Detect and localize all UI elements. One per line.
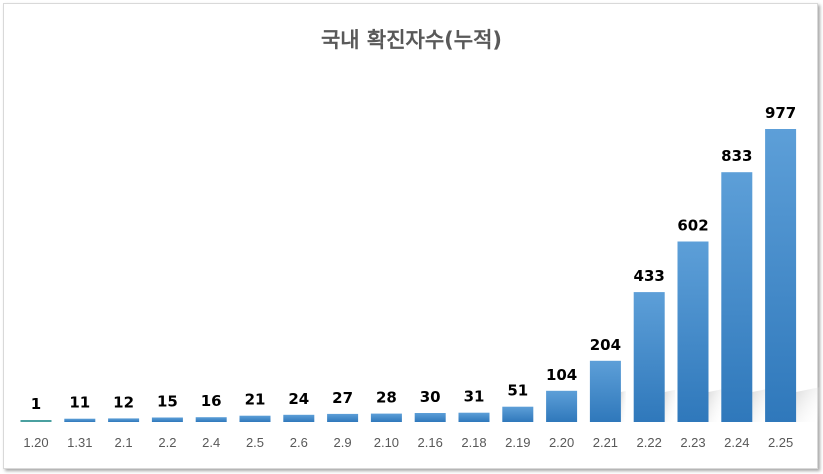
bar-2.21 [589,360,621,422]
x-tick-label-2.1: 2.1 [115,435,133,450]
x-tick-label-2.21: 2.21 [593,435,618,450]
data-label-2.19: 51 [507,382,528,400]
x-tick-label-2.5: 2.5 [246,435,264,450]
x-tick-label-1.20: 1.20 [23,435,48,450]
data-label-2.20: 104 [546,366,577,384]
data-label-2.6: 24 [288,390,309,408]
x-tick-label-2.25: 2.25 [768,435,793,450]
bar-2.25 [765,129,797,422]
x-tick-label-1.31: 1.31 [67,435,92,450]
data-label-2.25: 977 [765,104,796,122]
chart-title: 국내 확진자수(누적) [320,28,503,52]
data-label-2.16: 30 [420,388,441,406]
bar-2.23 [677,241,709,422]
bar-2.18 [458,412,490,422]
x-tick-label-2.22: 2.22 [637,435,662,450]
bar-1.20 [20,420,52,422]
data-label-2.4: 16 [201,392,222,410]
bar-2.20 [546,390,578,422]
x-tick-label-2.2: 2.2 [158,435,176,450]
data-label-1.31: 11 [69,394,90,412]
x-tick-label-2.4: 2.4 [202,435,220,450]
data-label-2.1: 12 [113,393,134,411]
bar-2.19 [502,406,534,422]
bar-shadow [620,391,626,422]
x-tick-label-2.16: 2.16 [418,435,443,450]
x-tick-label-2.20: 2.20 [549,435,574,450]
x-tick-label-2.10: 2.10 [374,435,399,450]
data-label-2.2: 15 [157,393,178,411]
data-label-2.9: 27 [332,389,353,407]
x-tick-label-2.9: 2.9 [334,435,352,450]
data-label-2.23: 602 [677,217,708,235]
data-label-2.5: 21 [245,391,266,409]
x-tick-label-2.18: 2.18 [461,435,486,450]
data-label-2.24: 833 [721,147,752,165]
bar-shadow [664,389,676,422]
x-tick-label-2.6: 2.6 [290,435,308,450]
data-label-2.18: 31 [464,388,485,406]
data-label-1.20: 1 [31,395,41,413]
bar-2.22 [633,292,665,422]
bar-2.24 [721,172,753,422]
data-label-2.22: 433 [634,267,665,285]
bar-2.1 [108,418,140,422]
bar-2.6 [283,414,315,422]
bar-shadow [708,389,723,422]
data-label-2.21: 204 [590,336,621,354]
x-tick-label-2.23: 2.23 [680,435,705,450]
bar-1.31 [64,418,96,422]
bar-2.9 [327,413,359,422]
bar-2.10 [370,413,402,422]
bar-shadow [796,387,820,422]
bar-2.16 [414,413,446,422]
bar-2.2 [151,417,183,422]
x-tick-label-2.19: 2.19 [505,435,530,450]
bar-2.5 [239,415,271,422]
bar-2.4 [195,417,227,422]
data-label-2.10: 28 [376,389,397,407]
x-tick-label-2.24: 2.24 [724,435,749,450]
